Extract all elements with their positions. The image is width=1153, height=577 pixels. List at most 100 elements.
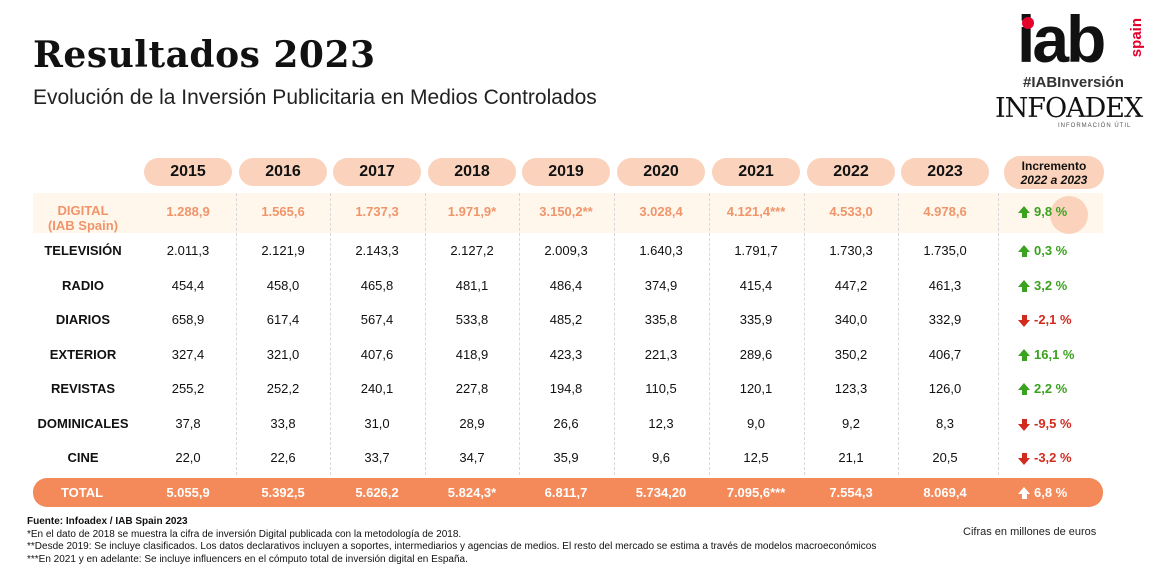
row-label: TOTAL [60,485,104,500]
arrow-up-icon [1018,279,1030,292]
year-header-2023: 2023 [901,158,989,186]
arrow-down-icon [1018,314,1030,327]
value-cell: 126,0 [928,381,962,396]
value-cell: 240,1 [360,381,394,396]
year-header-2022: 2022 [807,158,895,186]
column-divider [709,193,710,475]
increment-value: 3,2 % [1034,278,1068,293]
value-cell: 340,0 [834,312,868,327]
page-title: Resultados 2023 [33,34,376,76]
value-cell: 458,0 [266,278,300,293]
increment-highlight-circle [1050,196,1088,234]
table-row: DIARIOS 658,9 617,4 567,4 533,8 485,2 335,8 335… [0,308,1153,332]
value-cell: 4.978,6 [923,204,967,219]
value-cell: 123,3 [834,381,868,396]
value-cell: 1.791,7 [734,243,778,258]
value-cell: 567,4 [360,312,394,327]
value-cell: 418,9 [455,347,489,362]
value-cell: 486,4 [549,278,583,293]
value-cell: 406,7 [928,347,962,362]
value-cell: 7.095,6*** [726,485,786,500]
value-cell: 321,0 [266,347,300,362]
value-cell: 33,7 [364,450,390,465]
increment-cell: -2,1 % [1018,308,1072,332]
infoadex-tagline: INFORMACIÓN ÚTIL [1058,123,1132,129]
value-cell: 5.392,5 [261,485,305,500]
column-divider [330,193,331,475]
row-label: DIARIOS [55,312,111,327]
total-row-band [33,478,1103,507]
value-cell: 335,8 [644,312,678,327]
value-cell: 617,4 [266,312,300,327]
column-divider [425,193,426,475]
value-cell: 2.121,9 [261,243,305,258]
table-row: TELEVISIÓN 2.011,3 2.121,9 2.143,3 2.127,2 2.… [0,239,1153,263]
value-cell: 221,3 [644,347,678,362]
value-cell: 3.028,4 [639,204,683,219]
increment-cell: 0,3 % [1018,239,1067,263]
arrow-up-icon [1018,205,1030,218]
increment-value: 6,8 % [1034,485,1068,500]
value-cell: 465,8 [360,278,394,293]
table-row: DOMINICALES 37,8 33,8 31,0 28,9 26,6 12,3 9,0 9,… [0,412,1153,436]
increment-cell: 3,2 % [1018,274,1067,298]
value-cell: 12,3 [648,416,674,431]
value-cell: 1.288,9 [166,204,210,219]
table-row: REVISTAS 255,2 252,2 240,1 227,8 194,8 110,5 12… [0,377,1153,401]
value-cell: 8.069,4 [923,485,967,500]
year-header-2018: 2018 [428,158,516,186]
column-divider [998,193,999,475]
iab-logo: iab spain [1017,6,1145,74]
value-cell: 1.565,6 [261,204,305,219]
value-cell: 1.735,0 [923,243,967,258]
value-cell: 37,8 [175,416,201,431]
value-cell: 8,3 [935,416,955,431]
value-cell: 120,1 [739,381,773,396]
increment-value: -2,1 % [1034,312,1072,327]
units-note: Cifras en millones de euros [963,526,1097,538]
hashtag: #IABInversión [1023,74,1124,91]
row-label: TELEVISIÓN [44,243,122,258]
increment-cell: 9,8 % [1018,200,1067,224]
increment-value: 9,8 % [1034,204,1068,219]
value-cell: 5.626,2 [355,485,399,500]
footnote-3: ***En 2021 y en adelante: Se incluye inf… [27,553,468,565]
value-cell: 34,7 [459,450,485,465]
value-cell: 407,6 [360,347,394,362]
year-header-2017: 2017 [333,158,421,186]
value-cell: 1.640,3 [639,243,683,258]
increment-header-line2: 2022 a 2023 [1020,172,1088,187]
value-cell: 485,2 [549,312,583,327]
row-label: REVISTAS [50,381,116,396]
value-cell: 2.011,3 [166,243,210,258]
value-cell: 28,9 [459,416,485,431]
footnote-1: *En el dato de 2018 se muestra la cifra … [27,528,462,540]
increment-header: Incremento 2022 a 2023 [1004,156,1104,189]
value-cell: 35,9 [553,450,579,465]
value-cell: 227,8 [455,381,489,396]
increment-value: 0,3 % [1034,243,1068,258]
value-cell: 289,6 [739,347,773,362]
value-cell: 252,2 [266,381,300,396]
column-divider [614,193,615,475]
value-cell: 415,4 [739,278,773,293]
digital-row-highlight [33,193,1103,233]
value-cell: 2.127,2 [450,243,494,258]
year-header-2021: 2021 [712,158,800,186]
year-header-2019: 2019 [522,158,610,186]
value-cell: 7.554,3 [829,485,873,500]
arrow-up-icon [1018,348,1030,361]
increment-cell: 6,8 % [1018,481,1067,505]
value-cell: 1.730,3 [829,243,873,258]
value-cell: 110,5 [645,381,677,396]
value-cell: 5.055,9 [166,485,210,500]
value-cell: 1.737,3 [355,204,399,219]
value-cell: 5.824,3* [447,485,497,500]
increment-cell: -9,5 % [1018,412,1072,436]
arrow-up-icon [1018,382,1030,395]
value-cell: 5.734,20 [635,485,687,500]
footnote-2: **Desde 2019: Se incluye clasificados. L… [27,541,877,552]
value-cell: 4.533,0 [829,204,873,219]
value-cell: 2.009,3 [544,243,588,258]
value-cell: 481,1 [455,278,489,293]
